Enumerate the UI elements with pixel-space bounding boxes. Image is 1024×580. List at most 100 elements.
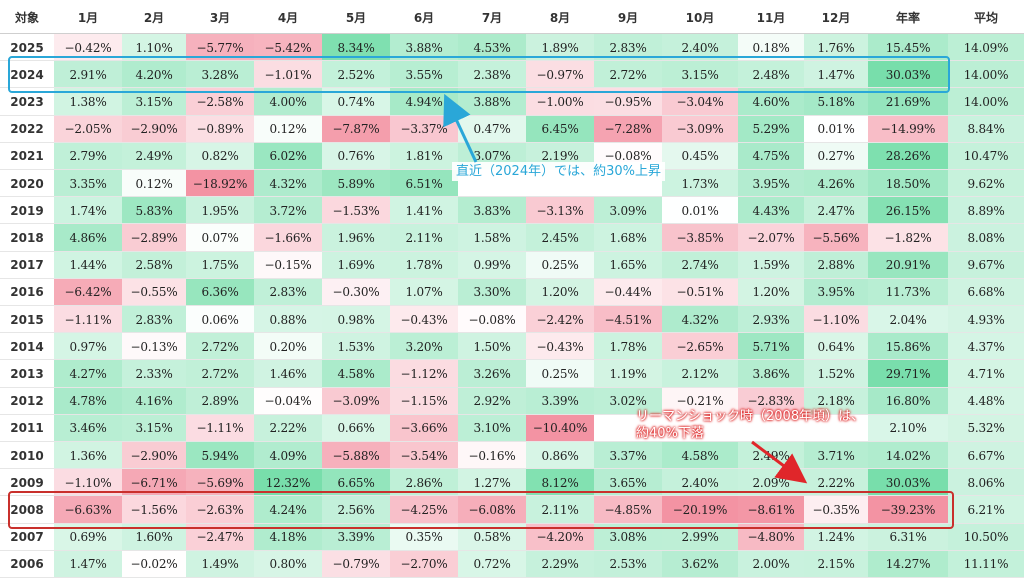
month-cell: 2.53% [594, 550, 662, 578]
month-cell: 3.28% [186, 61, 254, 89]
month-cell: 5.29% [738, 115, 804, 143]
column-header: 8月 [549, 10, 571, 25]
month-cell: −0.04% [254, 387, 322, 415]
month-cell: 3.26% [458, 360, 526, 388]
month-cell: 0.20% [254, 333, 322, 361]
average-cell: 9.62% [948, 170, 1024, 198]
row-divider [0, 87, 1024, 89]
month-cell: 3.20% [390, 333, 458, 361]
month-cell: 3.83% [458, 197, 526, 225]
annual-cell: 15.86% [868, 333, 948, 361]
month-cell: −0.51% [662, 278, 738, 306]
month-cell: −0.08% [458, 306, 526, 334]
annual-cell: 30.03% [868, 61, 948, 89]
average-cell: 9.67% [948, 251, 1024, 279]
month-cell: −0.35% [804, 496, 868, 524]
month-cell: 1.20% [526, 278, 594, 306]
annual-cell: −1.82% [868, 224, 948, 252]
row-year-label: 2025 [10, 40, 44, 55]
month-cell: 3.09% [594, 197, 662, 225]
column-header: 9月 [617, 10, 639, 25]
month-cell: −3.66% [390, 414, 458, 442]
month-cell: 3.71% [804, 442, 868, 470]
month-cell: −3.54% [390, 442, 458, 470]
month-cell: −18.92% [186, 170, 254, 198]
month-cell: 2.18% [804, 387, 868, 415]
month-cell: 1.78% [390, 251, 458, 279]
row-year-label: 2021 [10, 149, 44, 164]
month-cell: −4.51% [594, 306, 662, 334]
month-cell: 4.43% [738, 197, 804, 225]
annual-cell: 2.04% [868, 306, 948, 334]
row-divider [0, 577, 1024, 578]
month-cell [804, 414, 868, 442]
month-cell: 2.56% [322, 496, 390, 524]
month-cell: 3.62% [662, 550, 738, 578]
month-cell: 1.59% [738, 251, 804, 279]
column-header: 10月 [685, 10, 715, 25]
month-cell: 1.41% [390, 197, 458, 225]
month-cell: −0.02% [122, 550, 186, 578]
month-cell: −0.44% [594, 278, 662, 306]
annual-cell: −39.23% [868, 496, 948, 524]
month-cell: 2.58% [122, 251, 186, 279]
month-cell: 3.39% [526, 387, 594, 415]
column-header: 7月 [481, 10, 503, 25]
month-cell: 0.07% [186, 224, 254, 252]
month-cell: 1.47% [54, 550, 122, 578]
month-cell: −2.05% [54, 115, 122, 143]
average-cell: 8.89% [948, 197, 1024, 225]
month-cell: 5.89% [322, 170, 390, 198]
row-divider [0, 277, 1024, 279]
row-divider [0, 413, 1024, 415]
month-cell [738, 414, 804, 442]
month-cell: 0.82% [186, 142, 254, 170]
month-cell: −0.21% [662, 387, 738, 415]
month-cell: −4.85% [594, 496, 662, 524]
average-cell: 4.93% [948, 306, 1024, 334]
month-cell: −20.19% [662, 496, 738, 524]
month-cell: 1.69% [322, 251, 390, 279]
month-cell: 2.49% [738, 442, 804, 470]
month-cell: 1.73% [662, 170, 738, 198]
column-header: 2月 [143, 10, 165, 25]
month-cell: 1.68% [594, 224, 662, 252]
month-cell: 2.48% [738, 61, 804, 89]
month-cell: 1.81% [390, 142, 458, 170]
annual-cell: 11.73% [868, 278, 948, 306]
callout-2008-line1: リーマンショック時（2008年頃）は、 [636, 409, 865, 424]
month-cell: 1.96% [322, 224, 390, 252]
month-cell: −7.28% [594, 115, 662, 143]
month-cell: −0.13% [122, 333, 186, 361]
month-cell: 2.83% [254, 278, 322, 306]
row-divider [0, 522, 1024, 524]
row-divider [0, 549, 1024, 551]
annual-cell: 2.10% [868, 414, 948, 442]
month-cell: 2.00% [738, 550, 804, 578]
month-cell: 4.58% [322, 360, 390, 388]
column-header: 4月 [277, 10, 299, 25]
month-cell: −1.12% [390, 360, 458, 388]
month-cell: −5.56% [804, 224, 868, 252]
month-cell: 1.52% [804, 360, 868, 388]
average-cell: 4.37% [948, 333, 1024, 361]
month-cell: 5.94% [186, 442, 254, 470]
month-cell: −2.83% [738, 387, 804, 415]
row-year-label: 2023 [10, 94, 44, 109]
month-cell: 0.25% [526, 360, 594, 388]
month-cell: −1.10% [804, 306, 868, 334]
month-cell: 1.07% [390, 278, 458, 306]
callout-2024-label: 直近（2024年）では、約30%上昇 [452, 162, 665, 181]
month-cell: −0.89% [186, 115, 254, 143]
row-divider [0, 359, 1024, 361]
month-cell: 4.58% [662, 442, 738, 470]
month-cell: −1.15% [390, 387, 458, 415]
month-cell: 4.09% [254, 442, 322, 470]
month-cell: −2.65% [662, 333, 738, 361]
annual-cell: 16.80% [868, 387, 948, 415]
row-divider [0, 386, 1024, 388]
month-cell: 2.72% [186, 333, 254, 361]
month-cell: −3.09% [662, 115, 738, 143]
month-cell: 1.49% [186, 550, 254, 578]
